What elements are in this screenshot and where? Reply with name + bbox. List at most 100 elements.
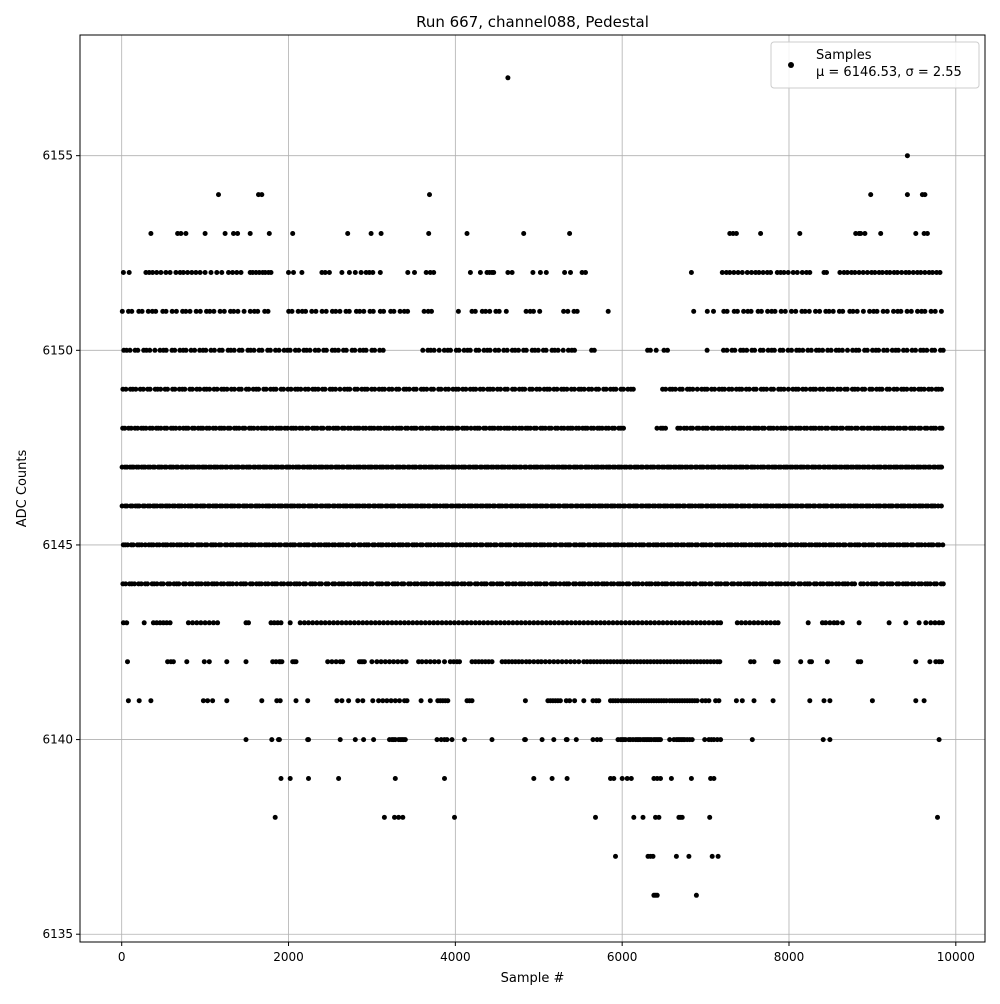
sample-point: [879, 270, 885, 275]
sample-point: [840, 308, 846, 314]
sample-point: [197, 386, 203, 392]
sample-point: [564, 386, 570, 392]
sample-point: [826, 308, 832, 314]
sample-point: [602, 620, 608, 626]
sample-point: [438, 386, 444, 392]
sample-point: [716, 698, 722, 704]
sample-point: [845, 347, 850, 353]
sample-point: [306, 737, 311, 743]
sample-point: [268, 270, 274, 275]
sample-point: [326, 270, 332, 275]
sample-point: [747, 581, 753, 587]
sample-point: [573, 737, 579, 743]
sample-point: [688, 270, 694, 275]
sample-point: [518, 620, 524, 626]
x-tick-label: 2000: [273, 950, 304, 964]
sample-point: [136, 503, 142, 509]
sample-point: [704, 308, 710, 314]
sample-point: [855, 386, 861, 392]
sample-point: [255, 425, 261, 431]
sample-point: [567, 542, 573, 548]
sample-point: [768, 542, 774, 548]
sample-point: [521, 231, 527, 236]
sample-point: [603, 386, 609, 392]
sample-point: [789, 308, 794, 314]
sample-point: [392, 542, 398, 548]
sample-point: [278, 776, 284, 781]
sample-point: [154, 581, 160, 587]
sample-point: [856, 620, 862, 626]
sample-point: [633, 542, 639, 548]
sample-point: [640, 814, 646, 820]
sample-point: [689, 620, 695, 626]
sample-point: [213, 425, 219, 431]
sample-point: [605, 308, 611, 314]
sample-point: [589, 620, 595, 626]
sample-point: [913, 698, 919, 704]
sample-point: [519, 425, 525, 431]
sample-point: [582, 581, 588, 587]
sample-point: [655, 581, 661, 587]
sample-point: [543, 620, 549, 626]
sample-point: [891, 425, 896, 431]
sample-point: [496, 347, 502, 353]
sample-point: [795, 542, 801, 548]
sample-point: [648, 620, 653, 626]
sample-point: [884, 308, 890, 314]
sample-point: [322, 386, 328, 392]
sample-point: [850, 308, 856, 314]
sample-point: [483, 581, 489, 587]
sample-point: [206, 659, 212, 665]
sample-point: [423, 270, 429, 275]
sample-point: [864, 270, 870, 275]
sample-point: [334, 698, 340, 704]
sample-point: [329, 659, 335, 665]
sample-point: [749, 542, 755, 548]
sample-point: [937, 270, 943, 275]
sample-point: [194, 620, 200, 626]
sample-point: [869, 698, 875, 704]
sample-point: [464, 231, 470, 236]
sample-point: [236, 425, 242, 431]
sample-point: [519, 542, 525, 548]
sample-point: [368, 231, 374, 236]
sample-point: [668, 620, 674, 626]
sample-point: [629, 542, 635, 548]
sample-point: [693, 581, 699, 587]
sample-point: [771, 347, 777, 353]
sample-point: [340, 542, 346, 548]
sample-point: [894, 270, 900, 275]
sample-point: [325, 581, 331, 587]
sample-point: [734, 620, 740, 626]
sample-point: [224, 386, 230, 392]
sample-point: [837, 542, 843, 548]
sample-point: [690, 386, 696, 392]
sample-point: [598, 737, 603, 743]
sample-point: [898, 308, 904, 314]
sample-point: [249, 503, 255, 509]
sample-point: [259, 698, 265, 704]
sample-point: [351, 620, 357, 626]
sample-point: [436, 347, 442, 353]
sample-point: [555, 425, 561, 431]
sample-point: [491, 270, 497, 275]
sample-point: [205, 698, 211, 704]
sample-point: [522, 386, 528, 392]
sample-point: [904, 308, 910, 314]
sample-point: [427, 659, 433, 665]
sample-point: [734, 308, 740, 314]
sample-point: [452, 620, 457, 626]
sample-point: [682, 503, 688, 509]
sample-point: [729, 542, 735, 548]
sample-point: [763, 542, 769, 548]
sample-point: [427, 620, 432, 626]
sample-point: [938, 308, 944, 314]
sample-point: [733, 698, 739, 704]
sample-point: [192, 425, 197, 431]
sample-point: [210, 698, 216, 704]
sample-point: [423, 581, 429, 587]
sample-point: [522, 620, 528, 626]
sample-point: [402, 737, 408, 743]
sample-point: [771, 386, 776, 392]
sample-point: [527, 425, 533, 431]
